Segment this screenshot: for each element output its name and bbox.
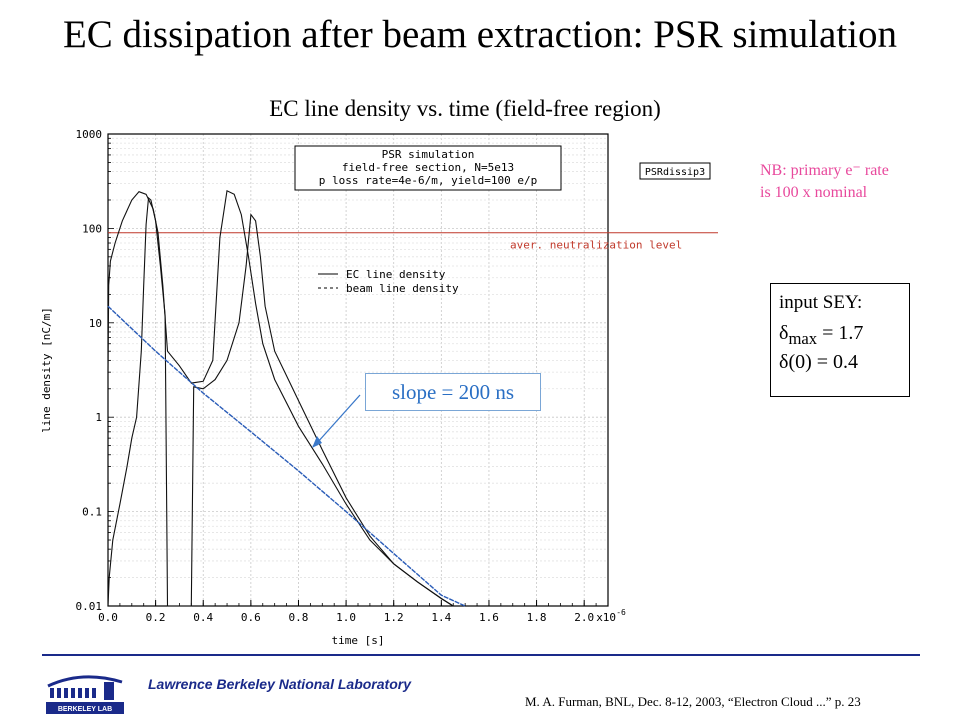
series-line-1 <box>107 189 454 607</box>
sey-zero-symbol: δ <box>779 351 789 373</box>
note-line-1: NB: primary e⁻ rate <box>760 162 889 179</box>
sey-max-row: δmax = 1.7 <box>779 322 909 349</box>
x-tick-label: 0.4 <box>193 611 213 624</box>
reference-line-group: aver. neutralization level <box>108 232 718 252</box>
legend: EC line density beam line density <box>318 268 459 295</box>
series-line-2 <box>107 196 454 607</box>
sey-heading: input SEY: <box>779 292 863 313</box>
grid-lines <box>107 134 608 607</box>
sey-box: input SEY: δmax = 1.7 δ(0) = 0.4 <box>770 283 910 397</box>
x-tick-label: 0.0 <box>98 611 118 624</box>
legend-ec: EC line density <box>346 268 446 281</box>
note-line-2: is 100 x nominal <box>760 184 868 201</box>
x-tick-label: 0.6 <box>241 611 261 624</box>
y-tick-label: 0.1 <box>82 506 102 519</box>
info-line-1: PSR simulation <box>382 148 475 161</box>
sey-max-sub: max <box>788 329 818 348</box>
sey-zero-value: (0) = 0.4 <box>788 351 859 373</box>
axis-ticks: 0.0 0.2 0.4 0.6 0.8 1.0 1.2 1.4 1.6 1.8 2.0 x10 -610… <box>76 128 627 624</box>
x-scale-exponent: -6 <box>616 608 626 617</box>
y-tick-label: 1 <box>95 411 102 424</box>
x-tick-label: 1.2 <box>384 611 404 624</box>
series-group <box>107 189 466 607</box>
info-line-2: field-free section, N=5e13 <box>342 161 514 174</box>
x-tick-label: 1.8 <box>527 611 547 624</box>
sey-max-value: = 1.7 <box>817 322 864 344</box>
x-tick-label: 1.0 <box>336 611 356 624</box>
legend-beam: beam line density <box>346 282 459 295</box>
citation: M. A. Furman, BNL, Dec. 8-12, 2003, “Ele… <box>525 694 861 709</box>
footer-rule <box>42 654 920 656</box>
slope-pointer <box>316 394 361 444</box>
x-tick-label: 0.8 <box>289 611 309 624</box>
y-tick-label: 10 <box>89 317 102 330</box>
slide-title: EC dissipation after beam extraction: PS… <box>62 13 898 56</box>
chart-title: EC line density vs. time (field-free reg… <box>269 96 661 121</box>
x-tick-label: 1.4 <box>431 611 451 624</box>
x-axis-label: time [s] <box>332 634 385 647</box>
neutralization-label: aver. neutralization level <box>510 239 682 252</box>
x-tick-label: 1.6 <box>479 611 499 624</box>
x-tick-label: 2.0 <box>574 611 594 624</box>
note-text: NB: primary e⁻ rate is 100 x nominal <box>760 160 889 204</box>
x-scale-label: x10 <box>596 611 616 624</box>
series-line-3 <box>107 305 466 607</box>
run-label-box: PSRdissip3 <box>639 162 711 180</box>
lab-name: Lawrence Berkeley National Laboratory <box>148 676 411 692</box>
run-label: PSRdissip3 <box>645 167 705 178</box>
svg-text:BERKELEY LAB: BERKELEY LAB <box>58 706 112 713</box>
y-tick-label: 1000 <box>76 128 103 141</box>
sey-max-symbol: δ <box>779 322 789 344</box>
plot-frame <box>107 133 609 607</box>
info-box: PSR simulation field-free section, N=5e1… <box>294 145 562 191</box>
info-line-3: p loss rate=4e-6/m, yield=100 e/p <box>319 174 538 187</box>
y-axis-label: line density [nC/m] <box>40 307 53 433</box>
slope-callout: slope = 200 ns <box>365 373 541 411</box>
y-tick-label: 100 <box>82 222 102 235</box>
sey-zero-row: δ(0) = 0.4 <box>779 351 909 374</box>
berkeley-lab-logo: BERKELEY LAB <box>46 675 124 714</box>
x-tick-label: 0.2 <box>146 611 166 624</box>
slope-arrowhead <box>312 436 322 448</box>
y-tick-label: 0.01 <box>76 600 103 613</box>
